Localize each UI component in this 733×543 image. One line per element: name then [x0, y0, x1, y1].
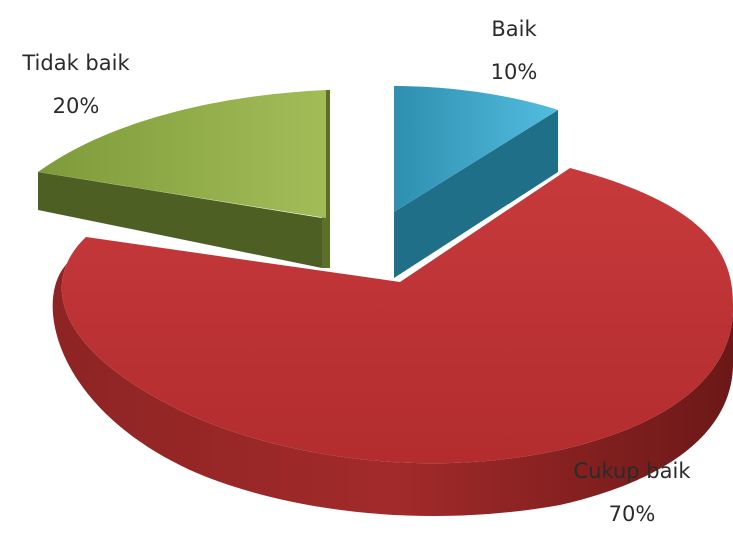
data-labels: Baik 10% Tidak baik 20% Cukup baik 70% [21, 17, 691, 526]
slice-baik [394, 86, 558, 278]
label-baik: Baik [491, 17, 537, 41]
slice-baik-side [394, 110, 558, 278]
value-label-tidak-baik: 20% [53, 94, 100, 118]
slice-cukup-baik [52, 168, 733, 517]
value-label-cukup-baik: 70% [609, 502, 656, 526]
slice-baik-top [394, 86, 558, 212]
slice-cukup-baik-top [61, 168, 733, 464]
slice-tidak-baik-top [38, 90, 326, 218]
value-label-baik: 10% [491, 60, 538, 84]
slice-tidak-baik-side [38, 172, 322, 268]
label-cukup-baik: Cukup baik [574, 459, 692, 483]
slice-tidak-baik [38, 90, 330, 268]
label-tidak-baik: Tidak baik [21, 51, 130, 75]
slice-cukup-baik-side [52, 237, 733, 517]
